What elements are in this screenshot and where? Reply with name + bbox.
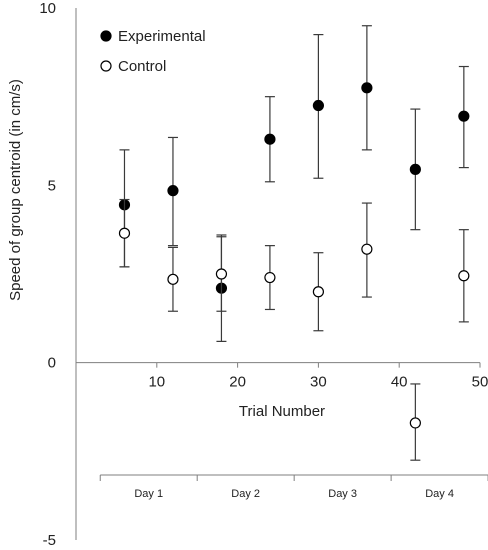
day-label: Day 1 bbox=[134, 488, 163, 500]
legend: Experimental Control bbox=[100, 28, 206, 75]
x-axis-title: Trial Number bbox=[239, 403, 325, 420]
data-point bbox=[409, 417, 421, 429]
data-point bbox=[458, 270, 470, 282]
x-tick-label: 20 bbox=[229, 374, 246, 391]
data-point bbox=[167, 185, 179, 197]
day-grouping: Day 1 Day 2 Day 3 Day 4 bbox=[99, 474, 488, 500]
axes-layer: -5 0 5 10 10 20 30 40 50 Trial Number Speed of gro… bbox=[7, 0, 488, 549]
legend-marker bbox=[100, 30, 112, 42]
y-tick-label: 5 bbox=[48, 177, 56, 194]
data-point bbox=[264, 271, 276, 284]
data-point bbox=[458, 110, 470, 122]
day-label: Day 3 bbox=[328, 488, 357, 500]
legend-label: Experimental bbox=[118, 28, 206, 45]
legend-marker bbox=[100, 60, 112, 72]
data-point bbox=[215, 268, 228, 280]
y-tick-label: 10 bbox=[39, 0, 56, 17]
x-tick-label: 40 bbox=[391, 374, 408, 391]
data-point bbox=[312, 99, 324, 112]
series-experimental bbox=[118, 25, 470, 342]
data-point bbox=[312, 286, 324, 298]
data-point bbox=[409, 163, 421, 175]
data-point bbox=[264, 133, 276, 145]
day-label: Day 4 bbox=[425, 488, 454, 500]
data-point bbox=[118, 227, 131, 239]
legend-label: Control bbox=[118, 58, 166, 75]
series-layer bbox=[118, 25, 470, 461]
y-axis-title: Speed of group centroid (in cm/s) bbox=[7, 79, 24, 301]
y-tick-label: -5 bbox=[43, 532, 56, 549]
x-tick-label: 30 bbox=[310, 374, 327, 391]
x-tick-label: 10 bbox=[148, 374, 165, 391]
x-tick-label: 50 bbox=[472, 374, 488, 391]
series-control bbox=[118, 198, 470, 461]
data-point bbox=[361, 82, 373, 94]
data-point bbox=[167, 273, 179, 285]
day-label: Day 2 bbox=[231, 488, 260, 500]
y-tick-label: 0 bbox=[48, 355, 56, 372]
data-point bbox=[361, 243, 373, 255]
